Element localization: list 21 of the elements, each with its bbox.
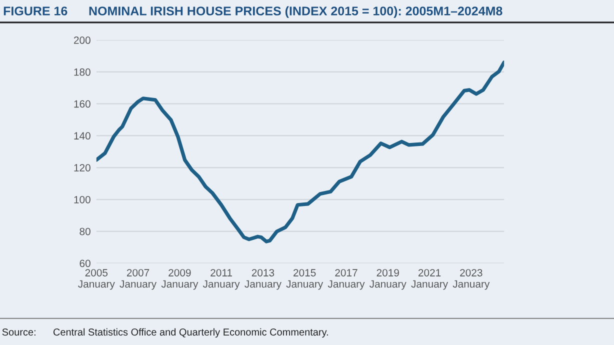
x-tick-label: 2015 January bbox=[286, 269, 324, 290]
x-tick-label: 2007 January bbox=[120, 269, 157, 290]
y-tick-label: 120 bbox=[74, 164, 90, 172]
x-tick-label: 2009 January bbox=[161, 269, 198, 290]
x-tick-label: 2023 January bbox=[452, 269, 490, 290]
x-tick-label: 2017 January bbox=[328, 269, 365, 290]
x-tick-label: 2011 January bbox=[202, 269, 240, 290]
y-tick-label: 80 bbox=[80, 228, 90, 236]
y-tick-label: 140 bbox=[74, 132, 90, 140]
x-tick-label: 2021 January bbox=[411, 269, 448, 290]
x-tick-label: 2013 January bbox=[244, 269, 282, 290]
line-series bbox=[96, 60, 504, 244]
y-tick-label: 100 bbox=[74, 196, 90, 204]
source-note: Source: Central Statistics Office and Quarterly Economic Commentary. bbox=[2, 328, 328, 338]
chart-title: FIGURE 16 NOMINAL IRISH HOUSE PRICES (INDEX 2015 = 100): 2005M1–2024M8 bbox=[4, 6, 502, 18]
y-tick-label: 200 bbox=[74, 36, 90, 44]
y-tick-label: 60 bbox=[80, 260, 90, 268]
y-tick-label: 180 bbox=[74, 68, 90, 76]
x-tick-label: 2005 January bbox=[78, 269, 115, 290]
x-tick-label: 2019 January bbox=[369, 269, 406, 290]
y-tick-label: 160 bbox=[74, 100, 90, 108]
